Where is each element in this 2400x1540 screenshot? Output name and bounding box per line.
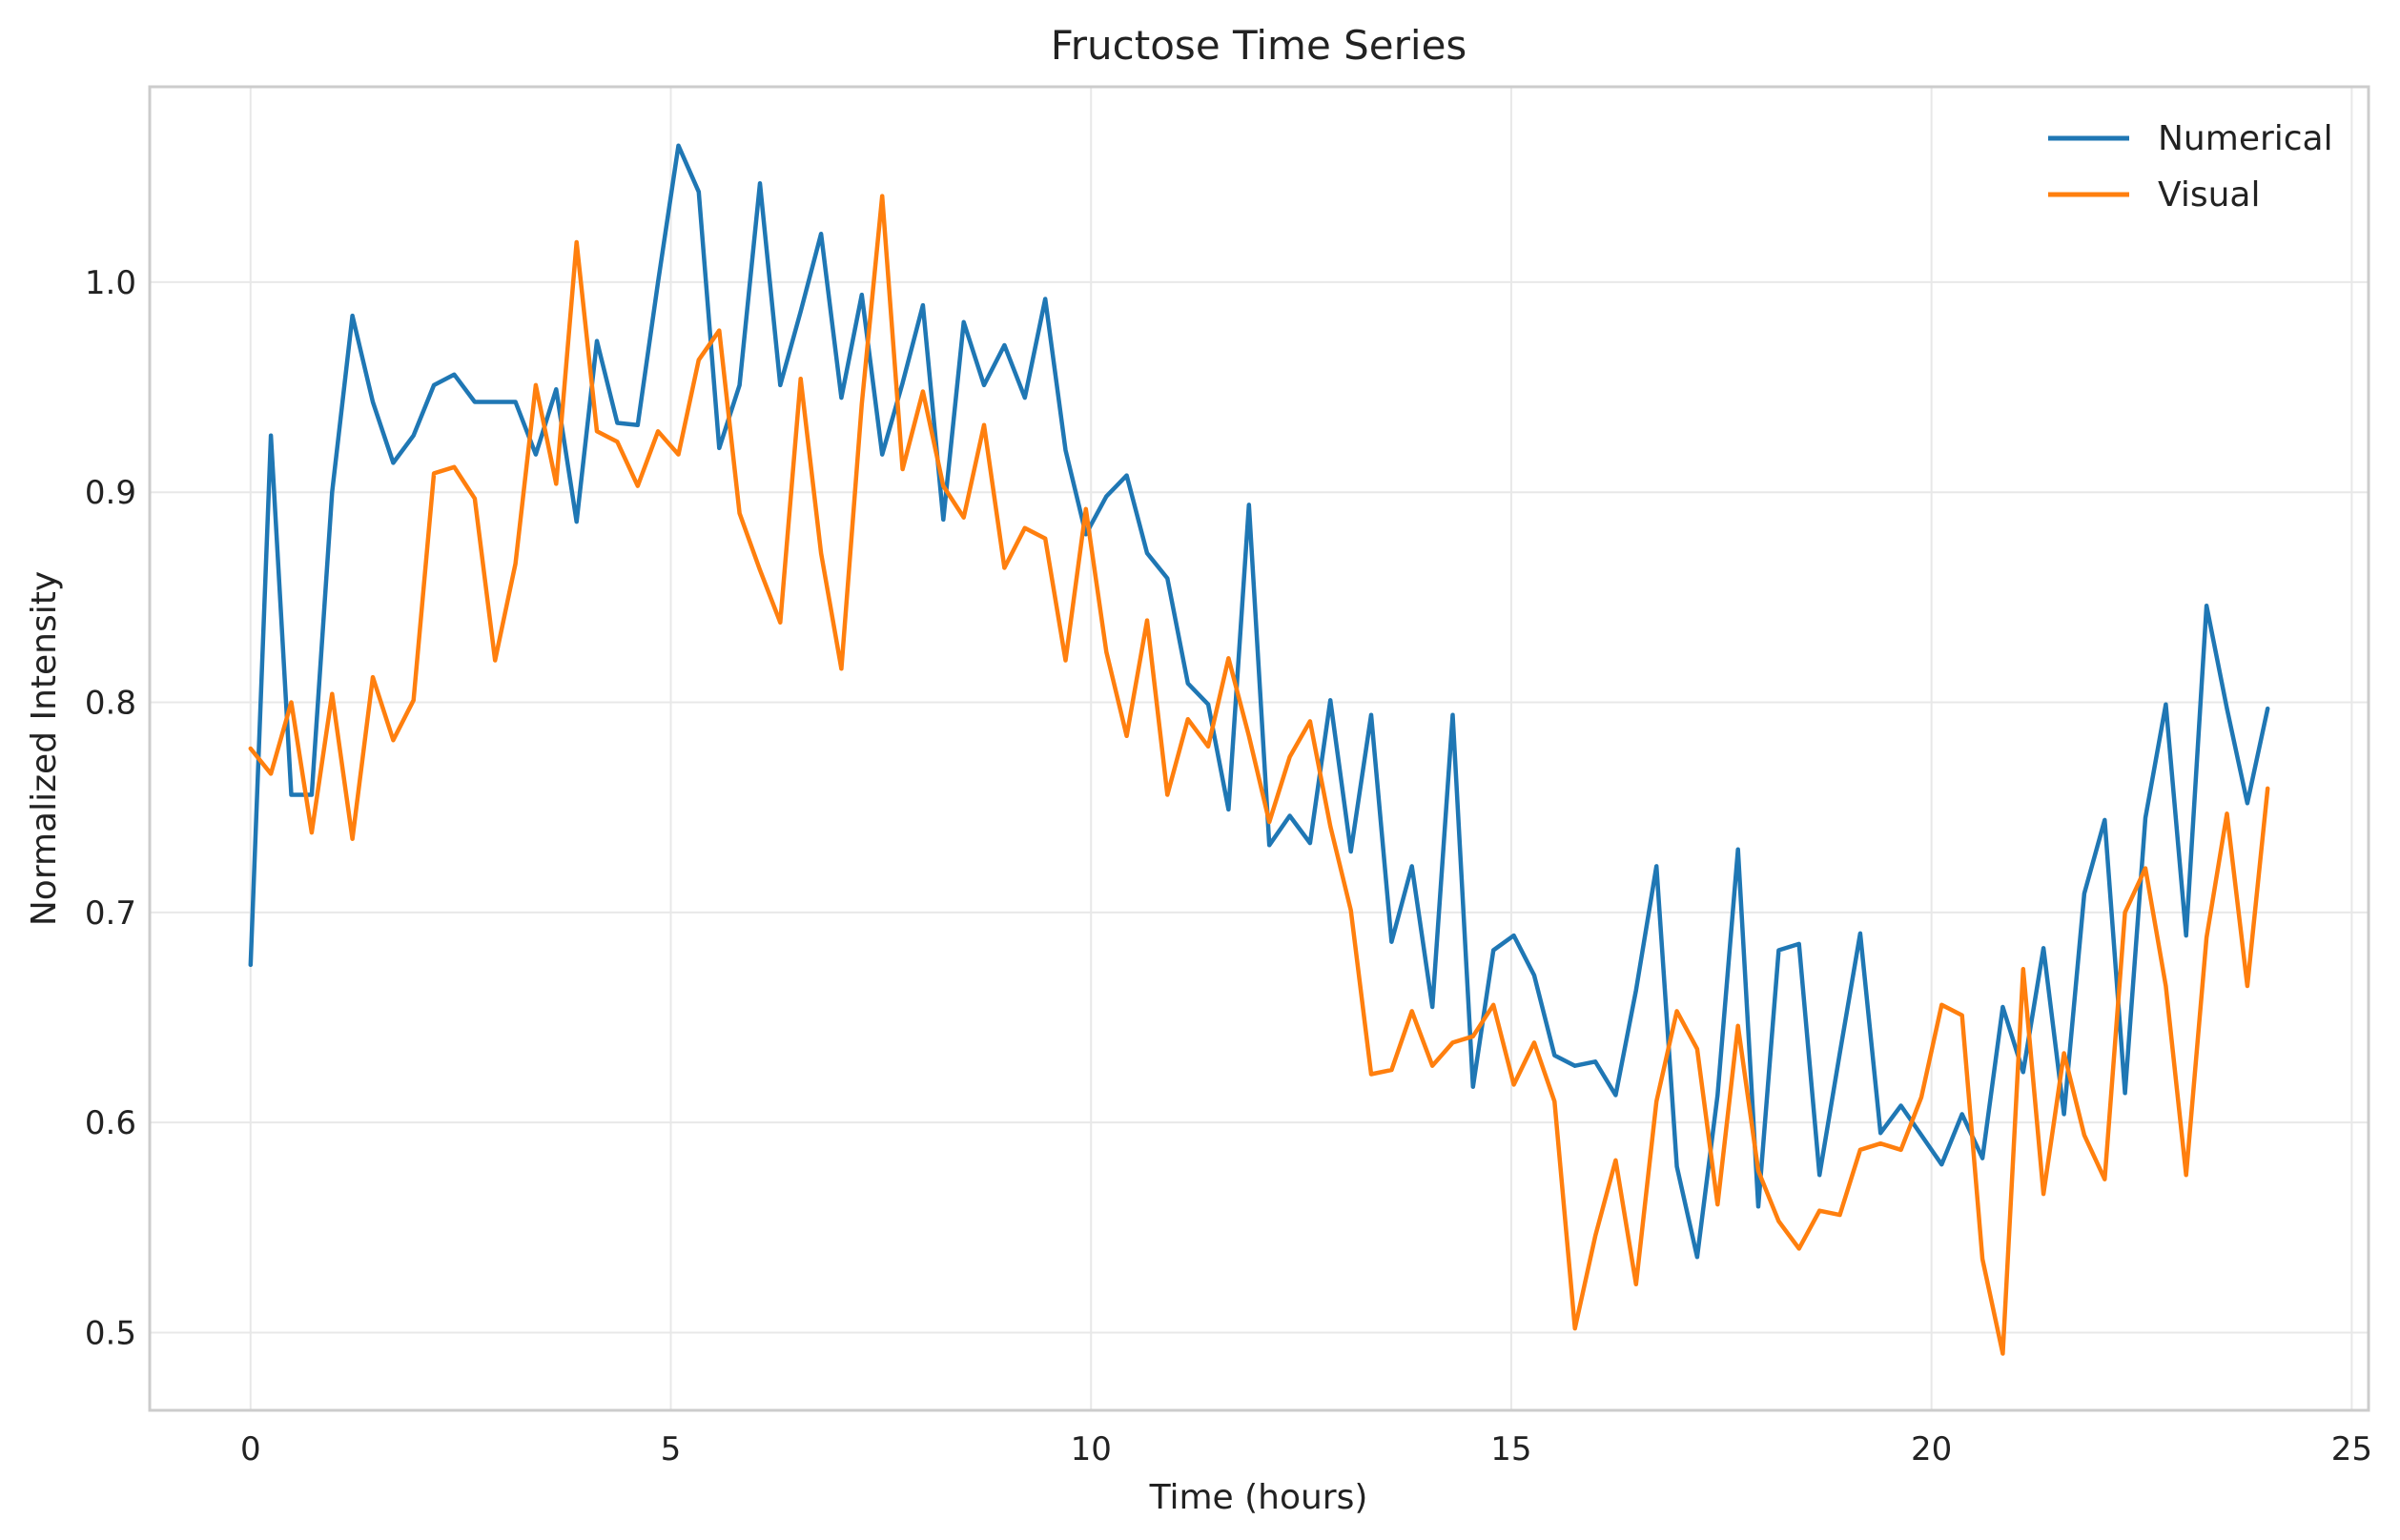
x-tick-label: 15	[1490, 1430, 1531, 1468]
y-tick-label: 1.0	[85, 264, 136, 302]
legend-label-visual: Visual	[2158, 175, 2260, 215]
y-tick-label: 0.9	[85, 474, 136, 512]
x-gridlines	[249, 87, 2353, 1410]
series-line-visual	[248, 194, 2270, 1356]
y-tick-label: 0.6	[85, 1104, 136, 1142]
series-line-numerical	[248, 143, 2270, 1260]
y-tick-labels: 0.5 0.6 0.7 0.8 0.9 1.0	[85, 264, 136, 1353]
series-layer	[248, 143, 2270, 1356]
x-tick-label: 10	[1071, 1430, 1112, 1468]
x-tick-label: 20	[1911, 1430, 1952, 1468]
chart-title: Fructose Time Series	[1051, 22, 1467, 69]
y-tick-label: 0.5	[85, 1314, 136, 1352]
plot-frame	[148, 85, 2370, 1412]
legend-label-numerical: Numerical	[2158, 119, 2333, 158]
y-tick-label: 0.7	[85, 894, 136, 933]
x-tick-label: 5	[661, 1430, 682, 1468]
x-tick-label: 25	[2331, 1430, 2372, 1468]
x-tick-labels: 0 5 10 15 20 25	[240, 1430, 2372, 1468]
legend: Numerical Visual	[2048, 119, 2333, 215]
y-tick-label: 0.8	[85, 685, 136, 723]
x-tick-label: 0	[240, 1430, 261, 1468]
x-axis-label: Time (hours)	[1149, 1478, 1368, 1517]
y-axis-label: Normalized Intensity	[25, 571, 64, 926]
